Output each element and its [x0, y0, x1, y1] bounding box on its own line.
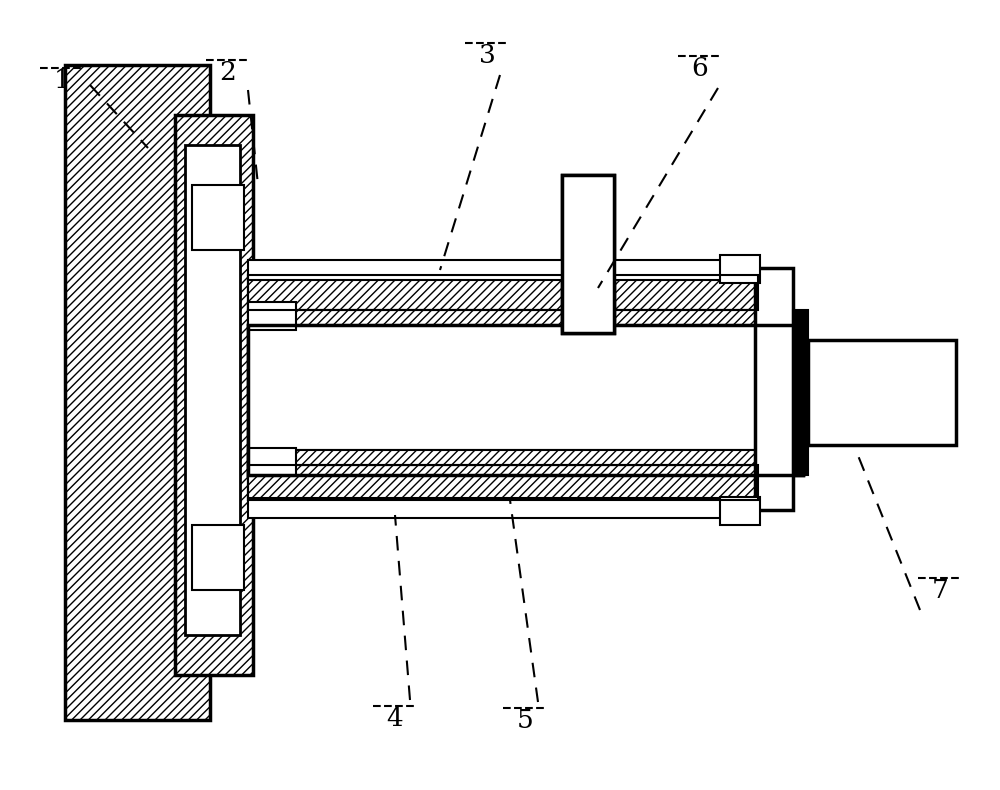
- Bar: [250, 327, 801, 473]
- Bar: [248, 260, 758, 280]
- Text: 5: 5: [517, 708, 533, 732]
- Bar: [248, 450, 758, 465]
- Bar: [248, 275, 758, 310]
- Bar: [248, 465, 758, 500]
- Bar: [720, 497, 760, 525]
- Bar: [248, 275, 758, 310]
- Bar: [248, 325, 803, 475]
- Bar: [248, 450, 758, 465]
- Bar: [248, 310, 758, 325]
- Bar: [248, 310, 758, 325]
- Bar: [562, 175, 614, 333]
- Bar: [793, 310, 808, 475]
- Text: 4: 4: [387, 705, 403, 731]
- Bar: [755, 268, 793, 510]
- Bar: [192, 525, 244, 590]
- Bar: [248, 465, 758, 500]
- Text: 3: 3: [479, 43, 495, 67]
- Bar: [720, 255, 760, 283]
- Bar: [248, 448, 296, 476]
- Bar: [248, 498, 758, 518]
- Text: 1: 1: [54, 67, 70, 92]
- Text: 7: 7: [932, 577, 948, 603]
- Bar: [185, 145, 240, 635]
- Text: 2: 2: [220, 59, 236, 85]
- Bar: [562, 305, 614, 330]
- Bar: [65, 65, 210, 720]
- Bar: [248, 465, 758, 500]
- Bar: [175, 115, 253, 675]
- Bar: [808, 340, 956, 445]
- Bar: [248, 325, 803, 475]
- Bar: [192, 185, 244, 250]
- Bar: [562, 175, 614, 333]
- Bar: [248, 302, 296, 330]
- Text: 6: 6: [692, 55, 708, 81]
- Bar: [248, 275, 758, 310]
